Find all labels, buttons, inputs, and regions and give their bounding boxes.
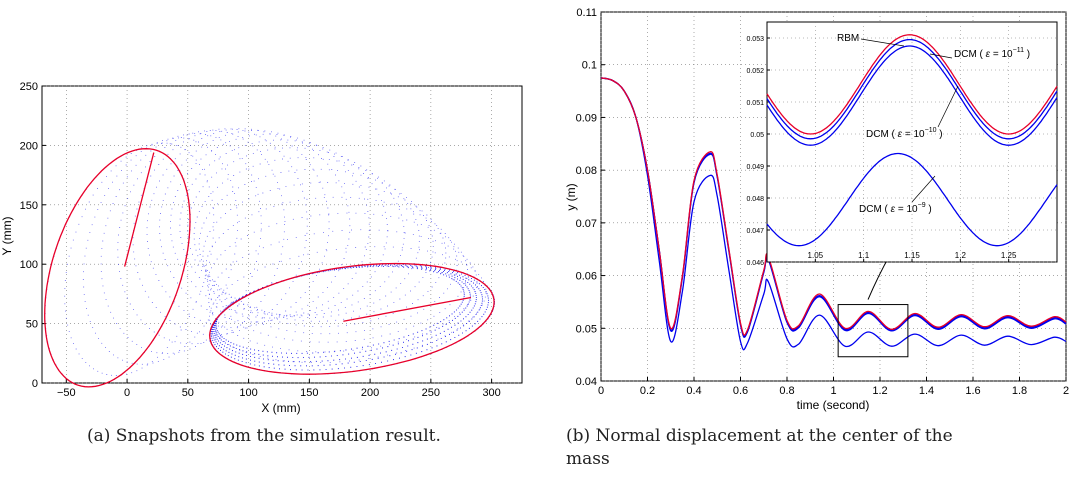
snapshot-plot: −50 0 50 100 150 200 250 300 0 50 100 150 200 250 X (… xyxy=(0,81,523,415)
inset-x-tick-label: 1.1 xyxy=(858,251,870,260)
inset-x-tick-label: 1.15 xyxy=(904,251,920,260)
series-line xyxy=(600,77,1067,351)
y-tick-label: 0.08 xyxy=(576,165,597,177)
snapshot-points xyxy=(179,139,388,317)
displacement-y-axis-label: y (m) xyxy=(564,183,578,210)
figure-b-caption: (b) Normal displacement at the center of… xyxy=(566,425,1066,471)
inset-x-tick-label: 1.25 xyxy=(1001,251,1017,260)
figure-a-caption: (a) Snapshots from the simulation result… xyxy=(87,426,441,446)
y-tick-label: 0.06 xyxy=(576,271,597,283)
inset-x-tick-label: 1.2 xyxy=(955,251,967,260)
x-tick-label: 1.8 xyxy=(1012,385,1027,397)
snapshot-plot-frame xyxy=(41,85,523,384)
inset-series-line xyxy=(766,45,1058,146)
snapshot-points xyxy=(146,128,330,329)
y-tick-label: 0.05 xyxy=(576,323,597,335)
x-tick-label: 2 xyxy=(1063,385,1069,397)
dcm-label-e9: DCM ( ε = 10−9 ) xyxy=(859,202,932,215)
y-tick-label: 0.1 xyxy=(582,60,597,72)
x-tick-label: 50 xyxy=(182,387,194,399)
zoom-inset: 1.05 1.1 1.15 1.2 1.25 0.046 0.047 0.048 0.049 0.… xyxy=(746,21,1058,267)
inset-series-line xyxy=(766,34,1058,135)
x-tick-label: 1.2 xyxy=(872,385,887,397)
series-line xyxy=(600,77,1067,336)
rbm-label: RBM xyxy=(837,33,859,44)
rbm-leader-line xyxy=(860,38,905,47)
snapshot-y-axis-label: Y (mm) xyxy=(0,216,14,255)
inset-annotations: RBM DCM ( ε = 10−11 ) DCM ( ε = 10−10 ) … xyxy=(837,33,1030,215)
inset-y-tick-label: 0.048 xyxy=(746,196,764,203)
snapshot-points xyxy=(202,182,447,328)
displacement-series xyxy=(600,77,1067,351)
x-tick-label: 100 xyxy=(239,387,257,399)
red-ellipse xyxy=(209,262,495,375)
inset-y-tick-label: 0.049 xyxy=(746,164,764,171)
dcm-label-e11: DCM ( ε = 10−11 ) xyxy=(954,47,1030,60)
y-tick-label: 200 xyxy=(20,140,38,152)
inset-y-tick-label: 0.053 xyxy=(746,36,764,43)
zoom-inset-ticks: 1.05 1.1 1.15 1.2 1.25 0.046 0.047 0.048 0.049 0.… xyxy=(746,36,1017,267)
snapshot-points xyxy=(117,130,285,345)
snapshot-x-axis-label: X (mm) xyxy=(261,401,300,415)
snapshot-red-ellipses xyxy=(44,148,495,388)
snapshot-points xyxy=(170,133,370,319)
snapshot-points xyxy=(100,133,262,355)
displacement-plot: 0 0.2 0.4 0.6 0.8 1 1.2 1.4 1.6 1.8 2 0.04 0.05 0.06 0… xyxy=(564,7,1069,412)
y-tick-label: 0.04 xyxy=(576,376,597,388)
snapshot-plot-ticks: −50 0 50 100 150 200 250 300 0 50 100 150 200 250 xyxy=(20,81,501,399)
y-tick-label: 50 xyxy=(26,319,38,331)
x-tick-label: 0 xyxy=(124,387,130,399)
snapshot-points xyxy=(209,246,487,364)
y-tick-label: 250 xyxy=(20,81,38,93)
inset-series-line xyxy=(766,152,1058,247)
zoom-rectangle xyxy=(837,304,909,358)
dcm-e10-leader-line xyxy=(937,85,959,128)
x-tick-label: −50 xyxy=(57,387,76,399)
figure-b-caption-line1: (b) Normal displacement at the center of… xyxy=(566,426,953,446)
figure-b-caption-line2: mass xyxy=(566,449,610,469)
displacement-plot-ticks: 0 0.2 0.4 0.6 0.8 1 1.2 1.4 1.6 1.8 2 0.04 0.05 0.06 0… xyxy=(576,7,1069,397)
snapshot-plot-grid xyxy=(42,85,522,384)
displacement-x-axis-label: time (second) xyxy=(797,398,870,412)
inset-y-tick-label: 0.047 xyxy=(746,228,764,235)
dcm-label-e10: DCM ( ε = 10−10 ) xyxy=(866,127,943,140)
y-tick-label: 0.09 xyxy=(576,112,597,124)
x-tick-label: 0 xyxy=(598,385,604,397)
dcm-e11-leader-line xyxy=(929,53,953,59)
x-tick-label: 1.4 xyxy=(919,385,934,397)
red-ellipse xyxy=(44,148,191,388)
x-tick-label: 1 xyxy=(830,385,836,397)
x-tick-label: 0.6 xyxy=(733,385,748,397)
snapshot-points xyxy=(82,137,238,365)
inset-x-tick-label: 1.05 xyxy=(808,251,824,260)
y-tick-label: 0 xyxy=(32,378,38,390)
inset-y-tick-label: 0.051 xyxy=(746,100,764,107)
dcm-e9-leader-line xyxy=(911,175,936,203)
x-tick-label: 200 xyxy=(361,387,379,399)
y-tick-label: 150 xyxy=(20,200,38,212)
x-tick-label: 150 xyxy=(300,387,318,399)
snapshot-points xyxy=(207,212,468,343)
x-tick-label: 0.2 xyxy=(640,385,655,397)
x-tick-label: 0.8 xyxy=(779,385,794,397)
red-spoke xyxy=(343,296,472,322)
zoom-inset-series xyxy=(766,34,1058,247)
red-spoke xyxy=(124,152,155,267)
y-tick-label: 100 xyxy=(20,259,38,271)
inset-y-tick-label: 0.046 xyxy=(746,260,764,267)
inset-series-line xyxy=(766,38,1058,140)
x-tick-label: 250 xyxy=(422,387,440,399)
inset-y-tick-label: 0.052 xyxy=(746,68,764,75)
x-tick-label: 300 xyxy=(482,387,500,399)
x-tick-label: 0.4 xyxy=(686,385,701,397)
y-tick-label: 0.07 xyxy=(576,218,597,230)
inset-y-tick-label: 0.05 xyxy=(750,132,764,139)
x-tick-label: 1.6 xyxy=(965,385,980,397)
y-tick-label: 0.11 xyxy=(576,7,597,19)
